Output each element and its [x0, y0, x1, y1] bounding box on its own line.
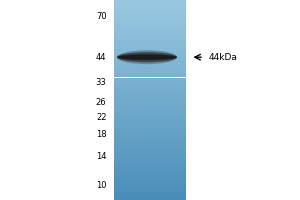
Text: 18: 18 [96, 130, 106, 139]
Bar [114, 188, 186, 190]
Bar [114, 30, 186, 32]
Bar [114, 35, 186, 38]
Bar [114, 148, 186, 150]
Bar [114, 20, 186, 22]
Bar [114, 182, 186, 185]
Bar [114, 85, 186, 88]
Bar [114, 135, 186, 138]
Bar [114, 78, 186, 80]
Bar [114, 38, 186, 40]
Text: 44: 44 [96, 53, 106, 62]
Bar [114, 160, 186, 162]
Bar [114, 90, 186, 92]
Bar [114, 145, 186, 148]
Bar [114, 172, 186, 175]
Bar [114, 108, 186, 110]
Bar [114, 47, 186, 50]
Bar [114, 75, 186, 77]
Text: 10: 10 [96, 181, 106, 190]
Bar [114, 62, 186, 65]
Text: 33: 33 [96, 78, 106, 87]
Bar [114, 65, 186, 68]
Bar [114, 55, 186, 58]
Bar [114, 40, 186, 43]
Bar [114, 142, 186, 145]
Bar [114, 180, 186, 182]
Bar [114, 100, 186, 102]
Text: 44kDa: 44kDa [208, 53, 237, 62]
Bar [114, 105, 186, 108]
Bar [114, 110, 186, 112]
Ellipse shape [117, 52, 177, 62]
Bar [114, 70, 186, 73]
Bar [114, 92, 186, 95]
Bar [114, 130, 186, 132]
Bar [114, 120, 186, 122]
Bar [114, 83, 186, 85]
Bar [114, 185, 186, 188]
Bar [114, 155, 186, 158]
Bar [114, 170, 186, 172]
Bar [114, 68, 186, 70]
Bar [114, 165, 186, 168]
Bar [114, 2, 186, 5]
Bar [114, 198, 186, 200]
Bar [114, 5, 186, 7]
Bar [114, 15, 186, 18]
Bar [114, 10, 186, 12]
Bar [114, 52, 186, 55]
Bar [114, 132, 186, 135]
Bar [114, 43, 186, 45]
Bar [114, 60, 186, 62]
Bar [114, 95, 186, 98]
Bar [114, 117, 186, 120]
Text: 70: 70 [96, 12, 106, 21]
Bar [114, 125, 186, 128]
Bar [114, 32, 186, 35]
Bar [114, 73, 186, 75]
Bar [114, 88, 186, 90]
Bar [114, 122, 186, 125]
Bar [114, 25, 186, 27]
Bar [114, 162, 186, 165]
Bar [114, 128, 186, 130]
Bar [114, 50, 186, 52]
Bar [114, 45, 186, 47]
Bar [114, 158, 186, 160]
Text: 22: 22 [96, 113, 106, 122]
Bar [114, 102, 186, 105]
Bar [114, 12, 186, 15]
Text: 26: 26 [96, 98, 106, 107]
Text: 14: 14 [96, 152, 106, 161]
Bar [114, 195, 186, 198]
Bar [114, 98, 186, 100]
Bar [114, 178, 186, 180]
Bar [114, 140, 186, 142]
Bar [114, 112, 186, 115]
Bar [114, 175, 186, 178]
Bar [114, 80, 186, 82]
Bar [114, 168, 186, 170]
Bar [114, 7, 186, 10]
Bar [114, 58, 186, 60]
Bar [114, 138, 186, 140]
Bar [114, 192, 186, 195]
Bar [114, 18, 186, 20]
Bar [114, 22, 186, 25]
Bar [114, 0, 186, 2]
Bar [114, 152, 186, 155]
Ellipse shape [117, 54, 177, 60]
Bar [114, 190, 186, 192]
Ellipse shape [117, 50, 177, 64]
Bar [114, 27, 186, 30]
Bar [114, 115, 186, 117]
Bar [114, 150, 186, 152]
